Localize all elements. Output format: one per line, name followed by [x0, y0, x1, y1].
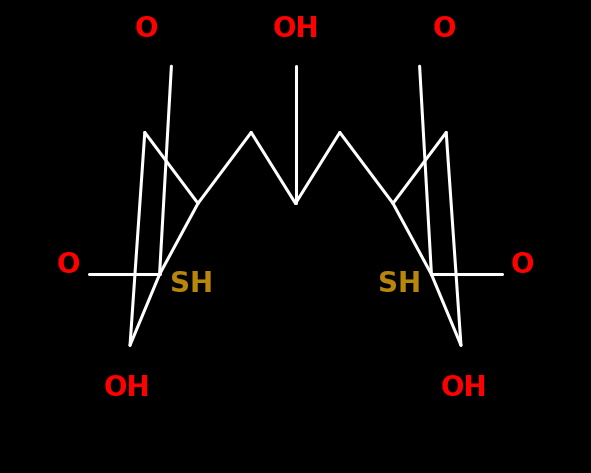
Text: O: O — [57, 251, 80, 279]
Text: OH: OH — [272, 15, 319, 43]
Text: SH: SH — [378, 270, 421, 298]
Text: OH: OH — [441, 374, 487, 402]
Text: OH: OH — [104, 374, 150, 402]
Text: O: O — [511, 251, 534, 279]
Text: O: O — [135, 15, 158, 43]
Text: SH: SH — [170, 270, 213, 298]
Text: O: O — [433, 15, 456, 43]
